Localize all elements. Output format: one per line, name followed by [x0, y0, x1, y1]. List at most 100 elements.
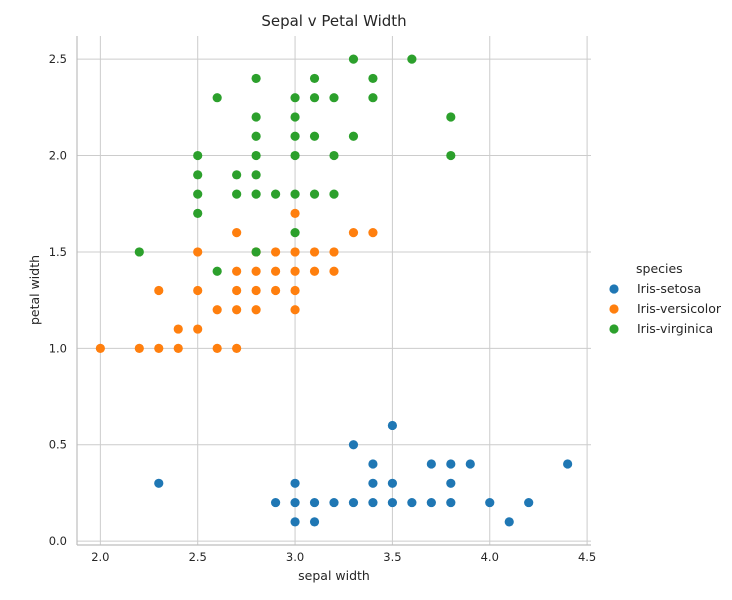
y-axis-label: petal width: [27, 255, 42, 325]
data-points: [95, 54, 573, 527]
point-iris-virginica: [329, 189, 339, 199]
point-iris-virginica: [407, 54, 417, 64]
point-iris-virginica: [290, 189, 300, 199]
point-iris-setosa: [348, 440, 359, 450]
point-iris-setosa: [309, 517, 320, 527]
point-iris-versicolor: [95, 343, 105, 353]
point-iris-versicolor: [232, 266, 242, 276]
point-iris-setosa: [290, 497, 300, 508]
point-iris-versicolor: [173, 343, 183, 353]
point-iris-setosa: [154, 478, 164, 488]
point-iris-versicolor: [309, 247, 320, 257]
point-iris-versicolor: [290, 285, 300, 296]
point-iris-setosa: [387, 497, 398, 508]
point-iris-virginica: [290, 93, 300, 103]
point-iris-versicolor: [212, 305, 222, 315]
point-iris-versicolor: [270, 247, 281, 257]
point-iris-versicolor: [270, 266, 281, 276]
point-iris-versicolor: [368, 228, 378, 238]
point-iris-setosa: [446, 459, 456, 469]
point-iris-virginica: [309, 93, 320, 103]
point-iris-virginica: [368, 73, 378, 84]
point-iris-versicolor: [290, 305, 300, 315]
x-tick-label: 2.5: [189, 550, 207, 564]
point-iris-versicolor: [251, 266, 261, 276]
point-iris-setosa: [290, 517, 300, 527]
point-iris-versicolor: [154, 343, 164, 353]
point-iris-setosa: [563, 459, 573, 469]
grid: [77, 36, 591, 545]
point-iris-setosa: [329, 497, 339, 508]
point-iris-setosa: [368, 497, 378, 508]
y-tick-label: 1.0: [49, 341, 67, 355]
point-iris-versicolor: [212, 343, 222, 353]
legend-marker: [609, 304, 619, 314]
point-iris-setosa: [348, 497, 359, 508]
point-iris-virginica: [232, 189, 242, 199]
chart-title: Sepal v Petal Width: [261, 12, 406, 30]
x-axis-label: sepal width: [298, 568, 370, 583]
point-iris-virginica: [193, 170, 203, 180]
point-iris-setosa: [446, 478, 456, 488]
point-iris-virginica: [212, 266, 222, 276]
y-tick-label: 2.0: [49, 149, 67, 163]
point-iris-virginica: [193, 208, 203, 218]
point-iris-virginica: [134, 247, 144, 257]
legend-items: Iris-setosa Iris-versicolor Iris-virginica: [609, 281, 722, 336]
point-iris-virginica: [193, 189, 203, 199]
point-iris-versicolor: [329, 247, 339, 257]
legend-marker: [609, 324, 619, 334]
point-iris-versicolor: [232, 343, 242, 353]
point-iris-versicolor: [232, 305, 242, 315]
legend: species Iris-setosa Iris-versicolor Iris-v…: [609, 261, 722, 336]
point-iris-setosa: [524, 497, 534, 508]
point-iris-versicolor: [290, 208, 300, 218]
point-iris-setosa: [485, 497, 495, 508]
legend-title: species: [636, 261, 683, 276]
point-iris-setosa: [426, 459, 436, 469]
point-iris-virginica: [290, 150, 300, 161]
point-iris-virginica: [251, 131, 261, 141]
point-iris-versicolor: [173, 324, 183, 334]
point-iris-virginica: [251, 112, 261, 122]
point-iris-virginica: [329, 150, 339, 161]
legend-marker: [609, 284, 619, 294]
y-tick-label: 0.0: [49, 534, 67, 548]
x-tick-label: 3.5: [383, 550, 401, 564]
point-iris-virginica: [446, 112, 456, 122]
point-iris-virginica: [251, 247, 261, 257]
point-iris-virginica: [290, 228, 300, 238]
point-iris-virginica: [251, 170, 261, 180]
point-iris-virginica: [329, 93, 339, 103]
point-iris-versicolor: [290, 247, 300, 257]
point-iris-setosa: [309, 497, 320, 508]
point-iris-versicolor: [329, 266, 339, 276]
point-iris-setosa: [387, 420, 398, 431]
y-tick-label: 2.5: [49, 52, 67, 66]
y-tick-label: 1.5: [49, 245, 67, 259]
point-iris-versicolor: [193, 324, 203, 334]
x-tick-label: 4.0: [481, 550, 499, 564]
point-iris-versicolor: [193, 247, 203, 257]
point-iris-versicolor: [193, 285, 203, 296]
point-iris-versicolor: [232, 228, 242, 238]
point-iris-versicolor: [348, 228, 359, 238]
point-iris-versicolor: [270, 285, 281, 296]
legend-label: Iris-versicolor: [637, 301, 722, 316]
point-iris-virginica: [368, 93, 378, 103]
x-axis-ticks: 2.0 2.5 3.0 3.5 4.0 4.5: [91, 550, 596, 564]
point-iris-virginica: [270, 189, 281, 199]
point-iris-virginica: [348, 54, 359, 64]
point-iris-setosa: [270, 497, 281, 508]
point-iris-setosa: [407, 497, 417, 508]
point-iris-setosa: [465, 459, 475, 469]
point-iris-setosa: [368, 478, 378, 488]
point-iris-setosa: [368, 459, 378, 469]
point-iris-virginica: [290, 131, 300, 141]
point-iris-virginica: [446, 150, 456, 161]
point-iris-versicolor: [309, 266, 320, 276]
point-iris-setosa: [387, 478, 398, 488]
point-iris-virginica: [251, 189, 261, 199]
point-iris-virginica: [290, 112, 300, 122]
point-iris-virginica: [251, 73, 261, 84]
